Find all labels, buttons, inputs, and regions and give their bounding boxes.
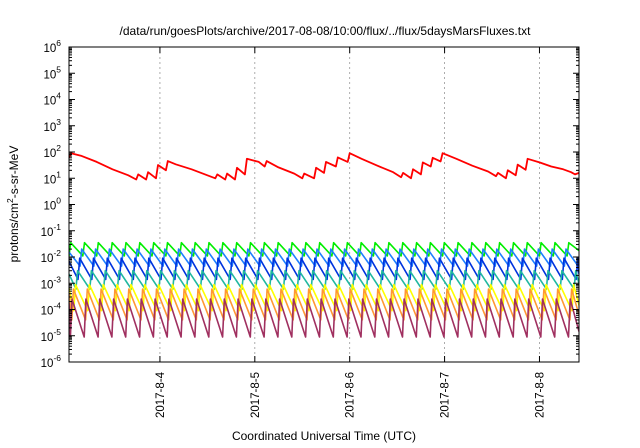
y-tick-label-exp: 6 [56, 38, 61, 48]
y-tick-label-base: 10 [43, 174, 56, 186]
y-axis-label-base: protons/cm [7, 203, 21, 262]
y-axis-label: protons/cm2-s-sr-MeV [5, 146, 21, 263]
y-tick-label-exp: 5 [56, 64, 61, 74]
y-tick-label-base: 10 [43, 69, 56, 81]
x-axis-label: Coordinated Universal Time (UTC) [232, 429, 416, 443]
series-line [69, 257, 579, 281]
series-line [69, 298, 579, 338]
y-tick-label-exp: -2 [53, 248, 61, 258]
y-tick-label: 102 [43, 143, 61, 160]
series-line [69, 241, 579, 257]
y-tick-label: 10-1 [41, 222, 62, 239]
chart-title: /data/run/goesPlots/archive/2017-08-08/1… [120, 24, 532, 38]
x-tick-label: 2017-8-4 [155, 371, 167, 418]
y-tick-label-base: 10 [41, 279, 54, 291]
y-tick-label: 100 [43, 196, 61, 213]
y-tick-label-exp: 2 [56, 143, 61, 153]
y-tick-label: 104 [43, 91, 61, 108]
x-tick-label: 2017-8-7 [440, 372, 452, 418]
y-tick-label-base: 10 [43, 122, 56, 134]
y-tick-label-exp: 0 [56, 196, 61, 206]
y-tick-label-exp: 1 [56, 169, 61, 179]
y-axis-label-rest: -s-sr-MeV [7, 146, 21, 199]
y-tick-label: 103 [43, 117, 61, 134]
y-tick-label-exp: -5 [53, 327, 61, 337]
y-tick-label-base: 10 [43, 201, 56, 213]
y-tick-label: 10-2 [41, 248, 62, 265]
y-tick-label-exp: -3 [53, 274, 61, 284]
series-lines [69, 152, 579, 338]
y-tick-label-exp: -1 [53, 222, 61, 232]
x-tick-label: 2017-8-8 [534, 372, 546, 418]
series-line [69, 248, 579, 267]
grid [159, 47, 540, 362]
y-tick-label-base: 10 [41, 358, 54, 370]
y-tick-label: 10-4 [41, 301, 62, 318]
y-tick-label-exp: -4 [53, 301, 61, 311]
y-tick-label-exp: 4 [56, 91, 61, 101]
y-axis: 10-610-510-410-310-210-11001011021031041… [41, 38, 579, 370]
x-tick-label: 2017-8-5 [250, 372, 262, 418]
y-tick-label-base: 10 [41, 306, 54, 318]
y-tick-label: 106 [43, 38, 61, 55]
y-tick-label-base: 10 [41, 227, 54, 239]
y-tick-label: 105 [43, 64, 61, 81]
series-line [69, 283, 579, 312]
series-line [69, 269, 579, 290]
series-line [69, 152, 579, 181]
y-tick-label-base: 10 [41, 253, 54, 265]
y-tick-label: 10-5 [41, 327, 62, 344]
y-axis-label-sup: 2 [5, 198, 15, 203]
y-tick-label-base: 10 [43, 43, 56, 55]
x-tick-label: 2017-8-6 [345, 372, 357, 418]
y-tick-label-base: 10 [43, 148, 56, 160]
x-axis: 2017-8-4 2017-8-5 2017-8-6 2017-8-7 2017-8-8 [155, 47, 546, 418]
y-tick-label: 101 [43, 169, 61, 186]
y-tick-label: 10-3 [41, 274, 62, 291]
y-tick-label-exp: 3 [56, 117, 61, 127]
y-tick-label-base: 10 [41, 332, 54, 344]
y-tick-label-exp: -6 [53, 353, 61, 363]
y-tick-label-base: 10 [43, 96, 56, 108]
y-tick-label: 10-6 [41, 353, 62, 370]
